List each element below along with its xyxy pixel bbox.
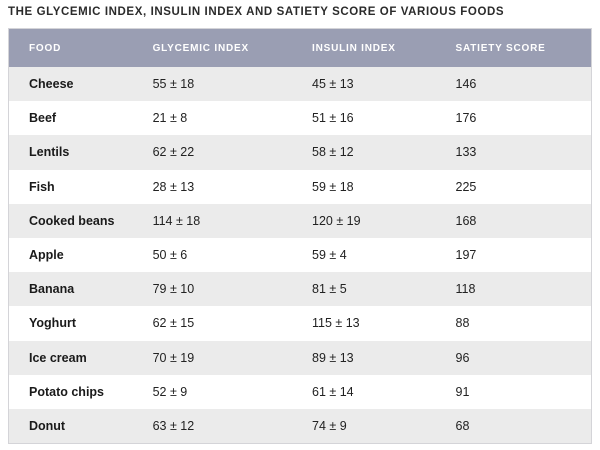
table-row: Cooked beans 114 ± 18 120 ± 19 168 <box>9 203 591 238</box>
cell-glycemic-index: 62 ± 15 <box>152 316 195 331</box>
cell-insulin-index: 115 ± 13 <box>312 316 360 331</box>
cell-satiety-score: 133 <box>455 145 477 160</box>
column-header-glycemic-index: GLYCEMIC INDEX <box>152 42 249 54</box>
cell-insulin-index: 81 ± 5 <box>312 282 347 297</box>
cell-satiety-score: 88 <box>455 316 470 331</box>
cell-glycemic-index: 50 ± 6 <box>152 248 188 263</box>
table-row: Banana 79 ± 10 81 ± 5 118 <box>9 272 591 307</box>
cell-insulin-index: 59 ± 18 <box>312 179 354 194</box>
cell-satiety-score: 91 <box>455 384 470 399</box>
food-comparison-table: FOOD GLYCEMIC INDEX INSULIN INDEX SATIET… <box>8 28 592 445</box>
column-header-insulin-index: INSULIN INDEX <box>312 42 396 54</box>
cell-food: Yoghurt <box>29 316 76 331</box>
cell-glycemic-index: 62 ± 22 <box>152 145 195 160</box>
cell-satiety-score: 176 <box>455 111 477 126</box>
cell-insulin-index: 51 ± 16 <box>312 111 354 126</box>
cell-insulin-index: 74 ± 9 <box>312 418 347 433</box>
cell-food: Apple <box>29 248 64 263</box>
cell-insulin-index: 120 ± 19 <box>312 213 361 228</box>
table-row: Donut 63 ± 12 74 ± 9 68 <box>9 408 591 444</box>
table-row: Beef 21 ± 8 51 ± 16 176 <box>9 101 591 136</box>
cell-food: Donut <box>29 418 66 433</box>
cell-insulin-index: 45 ± 13 <box>312 77 354 92</box>
cell-glycemic-index: 21 ± 8 <box>152 111 188 126</box>
cell-food: Banana <box>29 282 75 297</box>
cell-glycemic-index: 79 ± 10 <box>152 282 195 297</box>
cell-glycemic-index: 55 ± 18 <box>152 77 195 92</box>
cell-satiety-score: 118 <box>455 282 476 297</box>
cell-satiety-score: 146 <box>455 77 477 92</box>
cell-food: Ice cream <box>29 350 87 365</box>
cell-glycemic-index: 114 ± 18 <box>152 213 201 228</box>
table-row: Fish 28 ± 13 59 ± 18 225 <box>9 169 591 204</box>
cell-satiety-score: 225 <box>455 179 477 194</box>
cell-satiety-score: 96 <box>455 350 470 365</box>
table-row: Lentils 62 ± 22 58 ± 12 133 <box>9 135 591 170</box>
cell-food: Beef <box>29 111 57 126</box>
cell-insulin-index: 59 ± 4 <box>312 248 347 263</box>
cell-satiety-score: 168 <box>455 213 477 228</box>
cell-satiety-score: 197 <box>455 248 477 263</box>
table-row: Potato chips 52 ± 9 61 ± 14 91 <box>9 374 591 409</box>
cell-glycemic-index: 70 ± 19 <box>152 350 195 365</box>
column-header-food: FOOD <box>29 42 62 54</box>
table-row: Ice cream 70 ± 19 89 ± 13 96 <box>9 340 591 375</box>
cell-food: Potato chips <box>29 384 105 399</box>
table-body: Cheese 55 ± 18 45 ± 13 146 Beef 21 ± 8 5… <box>9 67 591 444</box>
table-row: Cheese 55 ± 18 45 ± 13 146 <box>9 67 591 102</box>
cell-glycemic-index: 63 ± 12 <box>152 418 195 433</box>
table-row: Yoghurt 62 ± 15 115 ± 13 88 <box>9 306 591 341</box>
cell-food: Cooked beans <box>29 213 115 228</box>
cell-glycemic-index: 52 ± 9 <box>152 384 188 399</box>
cell-satiety-score: 68 <box>455 418 470 433</box>
column-header-satiety-score: SATIETY SCORE <box>455 42 546 54</box>
cell-food: Fish <box>29 179 55 194</box>
cell-insulin-index: 58 ± 12 <box>312 145 354 160</box>
cell-food: Lentils <box>29 145 70 160</box>
cell-insulin-index: 89 ± 13 <box>312 350 354 365</box>
table-header-row: FOOD GLYCEMIC INDEX INSULIN INDEX SATIET… <box>9 29 591 67</box>
table-row: Apple 50 ± 6 59 ± 4 197 <box>9 237 591 273</box>
cell-glycemic-index: 28 ± 13 <box>152 179 195 194</box>
cell-food: Cheese <box>29 77 74 92</box>
cell-insulin-index: 61 ± 14 <box>312 384 354 399</box>
table-title: THE GLYCEMIC INDEX, INSULIN INDEX AND SA… <box>8 6 505 18</box>
